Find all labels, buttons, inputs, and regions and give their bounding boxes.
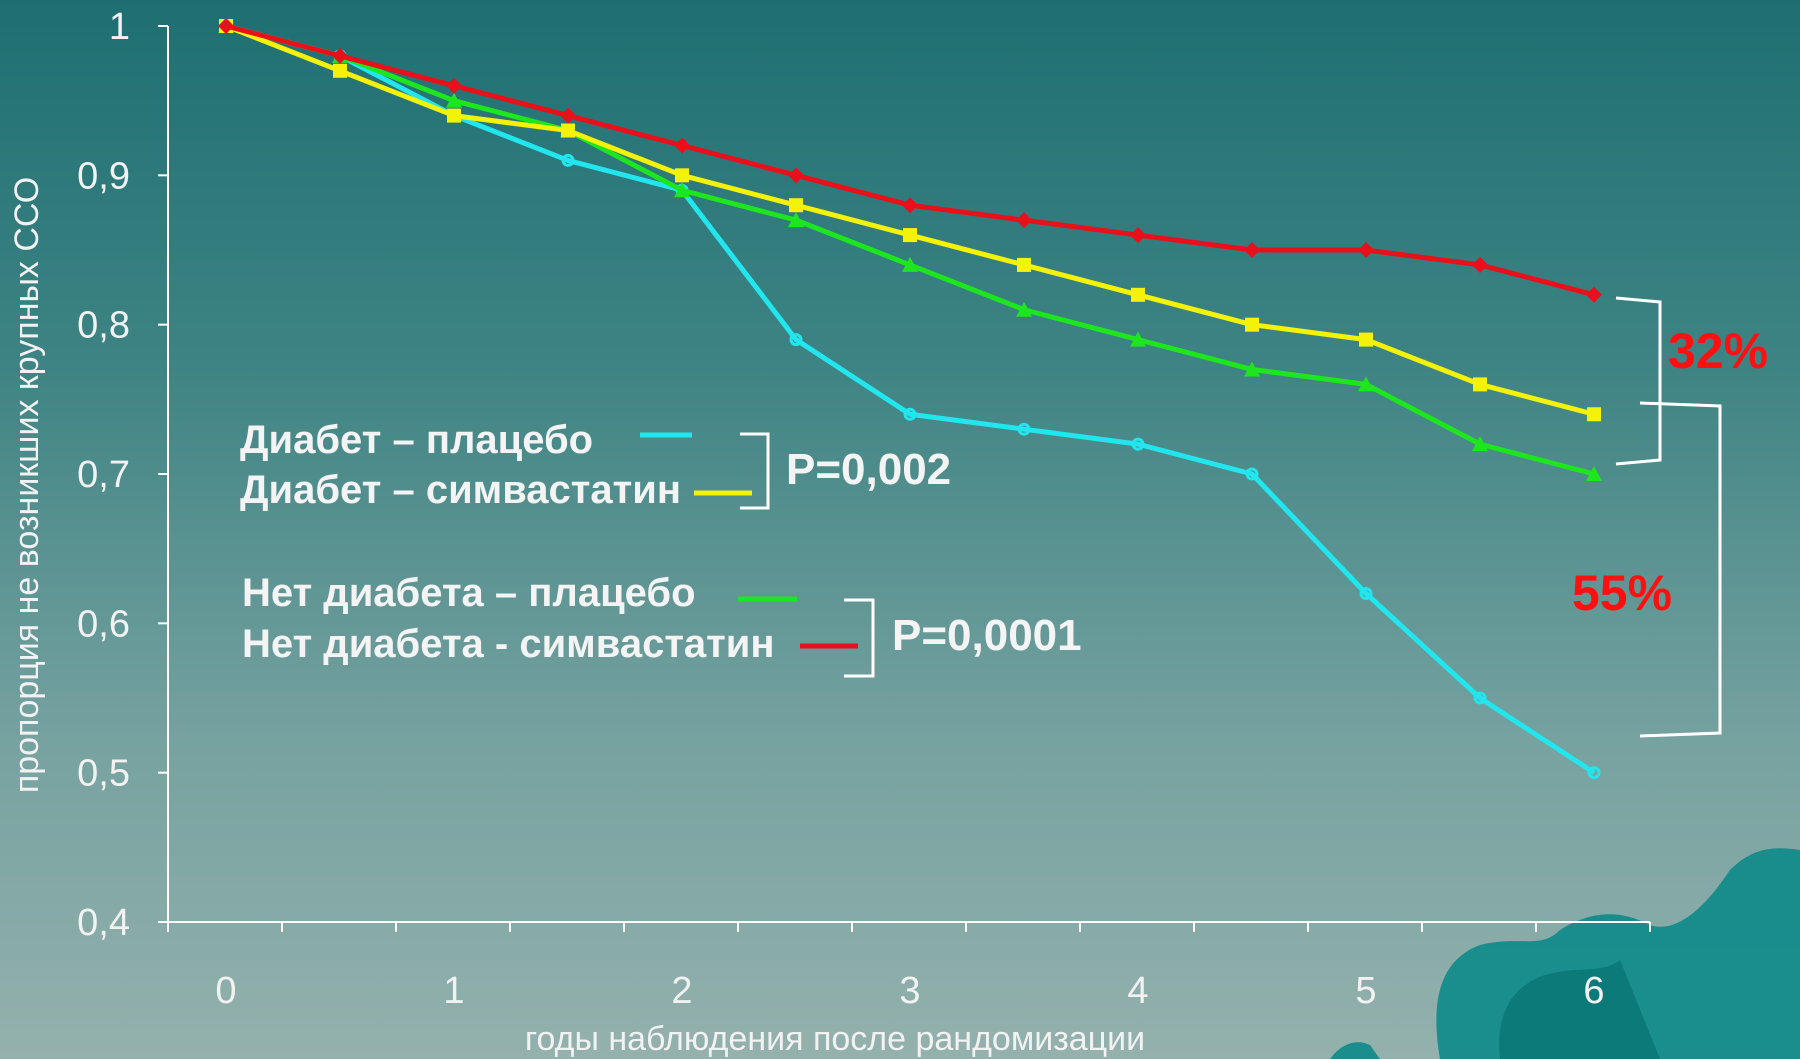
series-line (225, 23, 1595, 417)
data-point (560, 107, 576, 124)
data-point (903, 407, 917, 421)
x-tick-label: 3 (899, 970, 920, 1012)
data-point (903, 228, 917, 243)
data-point (674, 182, 690, 198)
data-point (1359, 586, 1373, 600)
series-line (225, 23, 1595, 298)
x-tick-label: 4 (1127, 970, 1148, 1012)
data-point (561, 123, 575, 138)
data-point (1359, 332, 1373, 347)
p-value-bracket-diabetes: P=0,002 (740, 432, 951, 510)
data-point (788, 167, 804, 184)
x-tick-label: 0 (215, 970, 236, 1012)
series-2 (219, 19, 1601, 422)
data-point (447, 108, 461, 123)
data-point (218, 18, 234, 34)
reduction-bracket-no-diabetes: 32% (1615, 296, 1768, 466)
reduction-diabetes: 55% (1572, 565, 1672, 621)
p-value-bracket-no-diabetes: P=0,0001 (844, 598, 1082, 678)
data-point (1017, 422, 1031, 436)
y-tick-label: 1 (109, 6, 130, 48)
series-line (225, 23, 1595, 477)
data-point (1131, 287, 1145, 302)
data-point (333, 63, 347, 78)
data-point (1245, 317, 1259, 332)
x-tick-label: 1 (443, 970, 464, 1012)
data-point (1472, 436, 1488, 452)
reduction-no-diabetes: 32% (1668, 323, 1768, 379)
reduction-bracket-diabetes: 55% (1572, 401, 1722, 738)
data-point (788, 212, 804, 228)
data-point (332, 47, 348, 64)
y-tick-label: 0,7 (77, 454, 130, 496)
data-point (561, 153, 575, 167)
y-tick-label: 0,8 (77, 305, 130, 347)
decorative-wave-graphic (1330, 848, 1800, 1059)
data-point (1473, 377, 1487, 392)
data-point (1587, 407, 1601, 422)
data-point (1473, 691, 1487, 705)
x-tick-label: 5 (1355, 970, 1376, 1012)
data-point (1587, 766, 1601, 780)
legend-label-no-diabetes-placebo: Нет диабета – плацебо (242, 571, 696, 615)
data-point (446, 77, 462, 94)
y-axis-title: пропорция не возникших крупных ССО (8, 177, 46, 793)
x-axis-title: годы наблюдения после рандомизации (525, 1020, 1145, 1058)
y-tick-label: 0,9 (77, 155, 130, 197)
y-tick-label: 0,4 (77, 902, 130, 944)
data-point (1358, 242, 1374, 258)
data-point (789, 198, 803, 213)
legend: Диабет – плацебо Диабет – симвастатин Не… (240, 418, 858, 666)
legend-label-diabetes-placebo: Диабет – плацебо (240, 418, 593, 462)
data-point (1245, 467, 1259, 481)
data-point (674, 137, 690, 154)
data-point (1131, 437, 1145, 451)
axes: 1 0,9 0,8 0,7 0,6 0,5 0,4 0 1 2 3 4 5 6 (77, 6, 1651, 1012)
data-point (1244, 242, 1260, 258)
data-point (902, 256, 918, 272)
data-point (1586, 466, 1602, 481)
data-point (902, 197, 918, 214)
data-point (446, 92, 462, 108)
data-point (1244, 361, 1260, 377)
legend-label-diabetes-simvastatin: Диабет – симвастатин (240, 468, 681, 512)
legend-label-no-diabetes-simvastatin: Нет диабета - симвастатин (242, 622, 775, 666)
data-point (1130, 227, 1146, 244)
series-4 (218, 18, 1602, 303)
data-point (675, 168, 689, 183)
y-tick-label: 0,6 (77, 603, 130, 645)
data-point (1130, 331, 1146, 347)
data-point (1472, 256, 1488, 273)
p-value-no-diabetes: P=0,0001 (892, 611, 1082, 660)
data-point (1016, 212, 1032, 229)
x-tick-label: 6 (1583, 970, 1604, 1012)
data-point (1017, 257, 1031, 272)
x-tick-label: 2 (671, 970, 692, 1012)
p-value-diabetes: P=0,002 (786, 445, 951, 494)
series-layer (218, 18, 1602, 780)
data-point (1586, 286, 1602, 303)
y-tick-label: 0,5 (77, 753, 130, 795)
data-point (1016, 301, 1032, 317)
data-point (1358, 376, 1374, 392)
data-point (789, 333, 803, 347)
